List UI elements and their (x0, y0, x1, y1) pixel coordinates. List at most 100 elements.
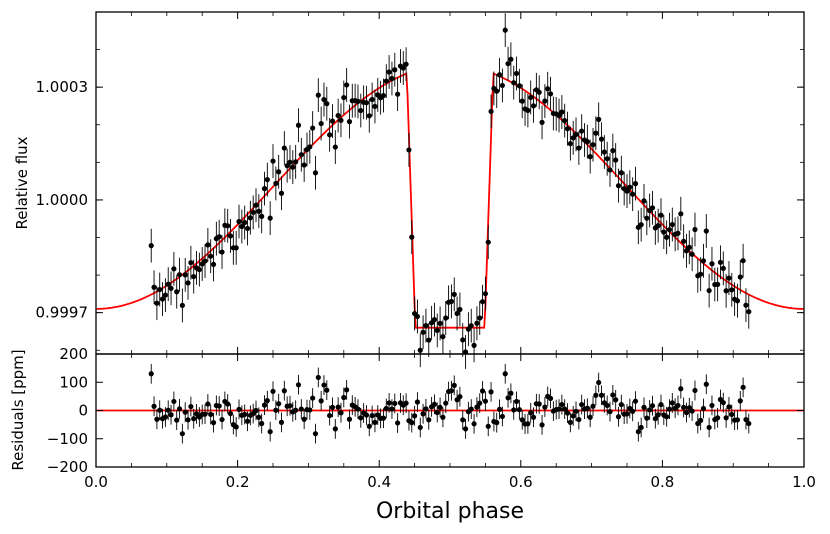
residual-point (726, 404, 732, 410)
residual-point (392, 400, 398, 407)
flux-point (369, 96, 375, 103)
flux-point (202, 258, 208, 264)
flux-point (689, 251, 695, 257)
residual-point (434, 409, 440, 416)
residual-point (310, 395, 316, 401)
residual-point (511, 407, 517, 413)
residual-point (202, 411, 208, 417)
residual-point (332, 426, 338, 432)
residual-point (437, 404, 443, 410)
flux-point (437, 320, 443, 327)
flux-point (278, 190, 285, 196)
residual-point (477, 400, 483, 406)
residual-point (443, 400, 449, 406)
residual-point (191, 416, 197, 422)
flux-point (624, 188, 630, 194)
flux-point (641, 198, 647, 204)
residual-point (460, 417, 466, 423)
residual-point (281, 388, 287, 394)
residual-point (649, 403, 656, 409)
flux-point (539, 119, 545, 125)
residual-point (596, 379, 602, 386)
residual-point (734, 417, 741, 423)
flux-point (559, 109, 565, 115)
flux-point (346, 119, 353, 125)
residual-point (253, 407, 259, 414)
flux-point (298, 152, 304, 158)
x-tick-label: 0.0 (84, 473, 108, 491)
flux-point (740, 258, 746, 264)
residual-point (270, 388, 276, 394)
residual-point (703, 381, 709, 387)
flux-point (366, 113, 372, 119)
flux-point (414, 313, 421, 320)
flux-point (474, 320, 480, 326)
residual-point (496, 406, 503, 412)
flux-point (281, 145, 287, 151)
residual-point (227, 411, 234, 417)
x-tick-label: 0.8 (650, 473, 674, 491)
y-axis-label-flux: Relative flux (13, 136, 31, 229)
flux-point (542, 98, 548, 104)
bottom-panel: −200 −100 0 100 200 0.0 0.2 0.4 0.6 0.8 1.0 Resid… (9, 345, 816, 524)
flux-point (692, 226, 698, 233)
residual-point (502, 371, 508, 377)
flux-point (242, 219, 248, 226)
flux-point (270, 158, 276, 164)
flux-point (547, 91, 554, 97)
residual-point (664, 414, 670, 420)
flux-point (601, 149, 607, 155)
residual-point (508, 390, 514, 396)
x-tick-label: 0.4 (367, 473, 391, 491)
flux-point (210, 261, 217, 268)
flux-point (327, 132, 333, 138)
residual-point (590, 403, 596, 409)
flux-point (485, 239, 491, 245)
top-panel: 0.9997 1.0000 1.0003 Relative flux (13, 11, 805, 369)
residual-point (208, 411, 214, 418)
flux-point (358, 107, 364, 114)
flux-point (443, 315, 449, 321)
residual-point (559, 401, 565, 408)
residual-point (723, 415, 729, 421)
flux-point (287, 159, 293, 165)
residual-point (389, 406, 395, 412)
flux-point (729, 287, 735, 293)
flux-point (598, 136, 605, 142)
residual-point (638, 424, 644, 431)
flux-point (477, 315, 483, 321)
flux-point (420, 329, 426, 335)
residual-point (412, 413, 418, 419)
flux-point (570, 135, 576, 141)
flux-point (683, 248, 690, 254)
flux-point (227, 233, 234, 239)
residual-point (431, 401, 438, 407)
flux-point (587, 154, 593, 160)
flux-point (151, 284, 157, 290)
residual-point (174, 417, 180, 423)
residual-point (168, 412, 174, 418)
residual-point (256, 414, 262, 420)
flux-point (335, 112, 341, 119)
flux-point (632, 181, 639, 187)
flux-point (383, 78, 389, 84)
residual-point (176, 406, 183, 412)
flux-point (267, 215, 273, 221)
residual-point (162, 414, 168, 420)
residual-point (423, 406, 429, 412)
y-axis-label-residuals: Residuals [ppm] (9, 349, 27, 470)
residual-point (604, 402, 610, 409)
flux-point (276, 169, 282, 175)
residual-point (692, 387, 698, 394)
residual-point (233, 424, 239, 430)
y-tick-label: 0.9997 (36, 304, 89, 322)
residual-point (644, 415, 650, 421)
residual-point (426, 417, 432, 423)
residual-point (505, 395, 511, 401)
flux-point (205, 242, 211, 248)
residual-point (562, 406, 568, 412)
flux-point (440, 333, 446, 340)
residual-point (579, 401, 585, 408)
residual-point (528, 410, 534, 416)
